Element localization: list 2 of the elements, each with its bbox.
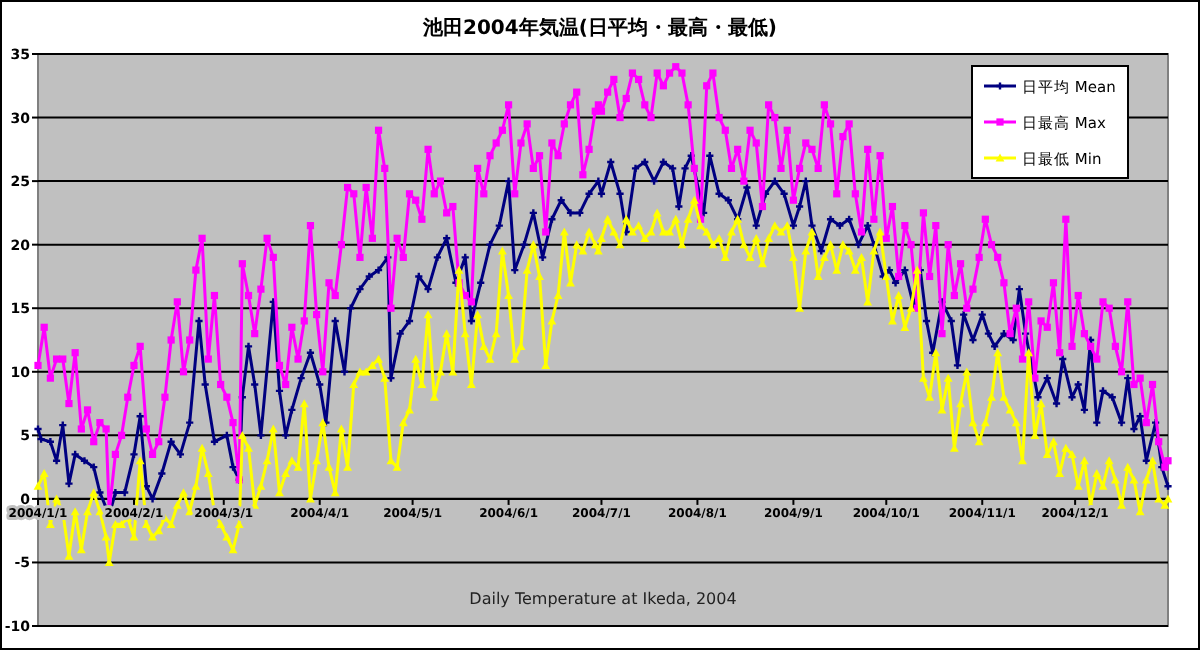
annotation: Daily Temperature at Ikeda, 2004: [469, 590, 737, 608]
chart-title: 池田2004年気温(日平均・最高・最低): [421, 16, 777, 40]
